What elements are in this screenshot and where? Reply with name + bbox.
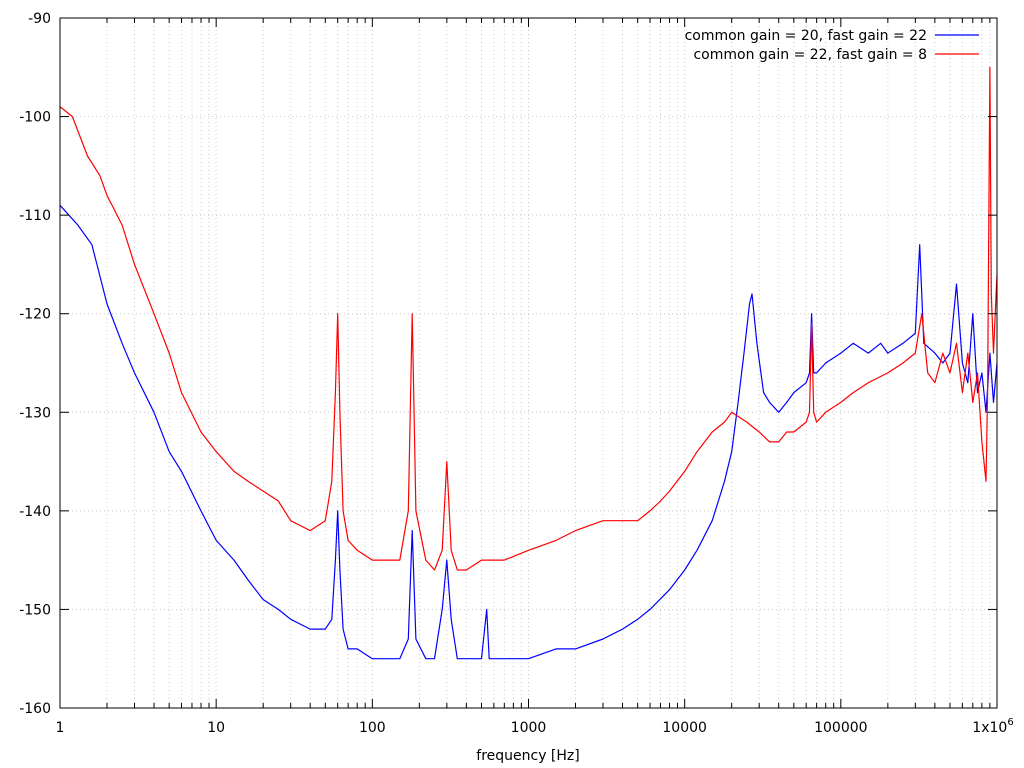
legend-entry-label: common gain = 20, fast gain = 22 — [685, 28, 927, 44]
x-tick-label-text: 100 — [359, 720, 386, 736]
y-tick-label: -130 — [19, 405, 51, 421]
x-tick-label-text: 100000 — [814, 720, 867, 736]
x-tick-label-superscript: 6 — [1007, 717, 1013, 728]
x-tick-label-text: 1x10 — [972, 720, 1007, 736]
x-tick-label: 100000 — [814, 720, 867, 736]
x-tick-label: 1x106 — [972, 717, 1013, 736]
x-tick-label-text: 10000 — [662, 720, 707, 736]
y-tick-label: -120 — [19, 307, 51, 323]
x-axis-label: frequency [Hz] — [476, 748, 579, 764]
series-line-2 — [60, 66, 997, 571]
x-tick-label-text: 1 — [56, 720, 65, 736]
x-tick-label: 100 — [359, 720, 386, 736]
legend: common gain = 20, fast gain = 22 common g… — [685, 28, 979, 63]
x-tick-label-text: 10 — [207, 720, 225, 736]
x-tick-label: 10000 — [662, 720, 707, 736]
y-tick-label: -100 — [19, 110, 51, 126]
y-tick-label: -150 — [19, 602, 51, 618]
x-tick-label: 10 — [207, 720, 225, 736]
x-tick-label: 1000 — [511, 720, 547, 736]
y-tick-label: -160 — [19, 701, 51, 717]
tick-layer — [59, 17, 998, 709]
tick-label-layer: 1 10 100 1000 10000 100000 1x106 -90 -100 -110 -12… — [19, 11, 1013, 736]
y-tick-label: -140 — [19, 504, 51, 520]
y-tick-label: -110 — [19, 208, 51, 224]
legend-entry-label: common gain = 22, fast gain = 8 — [693, 47, 927, 63]
x-tick-label: 1 — [56, 720, 65, 736]
x-tick-label-text: 1000 — [511, 720, 547, 736]
series-line-1 — [60, 204, 997, 660]
series-layer — [60, 66, 997, 660]
y-tick-label: -90 — [28, 11, 51, 27]
